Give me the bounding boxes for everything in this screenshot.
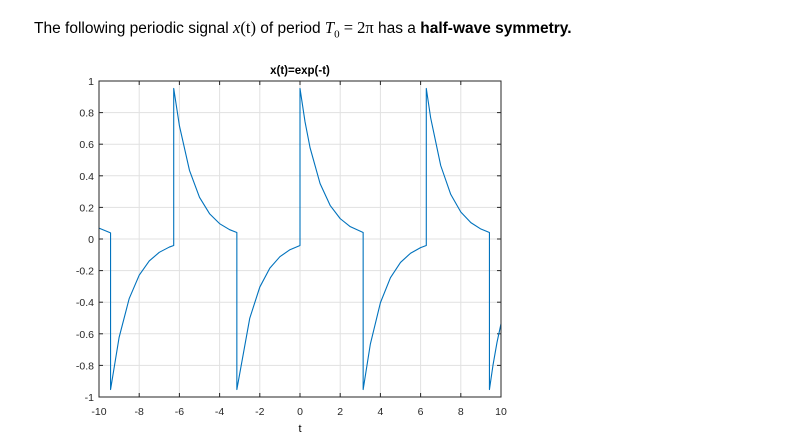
x-tick-label: 6 (418, 406, 424, 418)
y-tick-label: -0.4 (76, 297, 94, 309)
statement-mid: of period (255, 20, 325, 37)
x-tick-label: -10 (91, 406, 106, 418)
y-tick-label: 0.6 (79, 139, 94, 151)
y-tick-label: 0 (88, 234, 94, 246)
plot-frame (98, 80, 502, 398)
axis-ticks: -10 -8 -6 -4 -2 0 2 4 6 8 10 -1 -0.8 -0.6 -0.4 -0.2 0 0.2… (76, 76, 507, 418)
chart-title: x(t)=exp(-t) (270, 65, 330, 77)
y-tick-label: -1 (85, 392, 94, 404)
x-tick-label: -4 (215, 406, 224, 418)
y-tick-label: 0.2 (79, 202, 94, 214)
x-tick-label: 0 (297, 406, 303, 418)
signal-series (98, 87, 502, 391)
y-tick-label: 1 (88, 76, 94, 88)
signal-symbol: x(t) (233, 18, 256, 37)
y-tick-label: 0.8 (79, 108, 94, 120)
problem-statement: The following periodic signal x(t) of pe… (34, 18, 572, 40)
y-tick-label: 0.4 (79, 171, 94, 183)
statement-tail: has a (373, 20, 421, 37)
y-tick-label: -0.2 (76, 266, 94, 278)
x-tick-label: -6 (175, 406, 184, 418)
x-tick-label: -8 (135, 406, 144, 418)
symmetry-emphasis: half-wave symmetry. (420, 20, 572, 37)
statement-lead: The following periodic signal (34, 20, 234, 37)
x-tick-label: 2 (337, 406, 343, 418)
signal-line (98, 87, 502, 391)
x-tick-label: 8 (458, 406, 464, 418)
y-tick-label: -0.8 (76, 360, 94, 372)
x-tick-label: 4 (377, 406, 383, 418)
period-symbol: T0 = 2π (324, 18, 374, 41)
x-axis-label: t (298, 423, 301, 435)
x-tick-label: 10 (495, 406, 507, 418)
y-tick-label: -0.6 (76, 329, 94, 341)
x-tick-label: -2 (255, 406, 264, 418)
